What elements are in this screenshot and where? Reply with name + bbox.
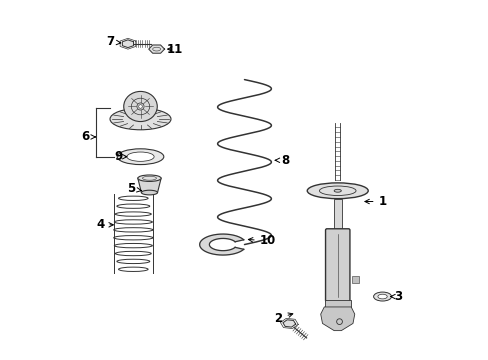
Ellipse shape (110, 108, 171, 130)
Polygon shape (138, 178, 161, 193)
Text: 7: 7 (106, 35, 121, 49)
Ellipse shape (117, 149, 163, 165)
Text: 4: 4 (96, 218, 113, 231)
Bar (333, 199, 341, 230)
Polygon shape (320, 307, 354, 330)
Polygon shape (148, 45, 164, 53)
Text: 8: 8 (275, 154, 289, 167)
Text: 11: 11 (166, 42, 183, 55)
Text: 2: 2 (274, 311, 292, 325)
Text: 10: 10 (248, 234, 275, 247)
Circle shape (139, 105, 142, 108)
Ellipse shape (141, 190, 157, 195)
Text: 6: 6 (81, 130, 95, 144)
Text: 9: 9 (114, 150, 126, 163)
Polygon shape (122, 40, 133, 48)
Polygon shape (199, 234, 243, 255)
Ellipse shape (306, 183, 367, 199)
Text: 5: 5 (127, 183, 141, 195)
Circle shape (137, 103, 144, 110)
Bar (324, 301, 350, 307)
Ellipse shape (126, 152, 154, 161)
Ellipse shape (333, 189, 341, 192)
Ellipse shape (138, 175, 161, 181)
FancyBboxPatch shape (325, 229, 349, 302)
Ellipse shape (123, 91, 157, 122)
Ellipse shape (373, 292, 391, 301)
Polygon shape (283, 320, 295, 327)
Text: 1: 1 (364, 195, 386, 208)
Ellipse shape (377, 294, 386, 299)
Text: 3: 3 (390, 290, 402, 303)
Bar (351, 275, 358, 283)
